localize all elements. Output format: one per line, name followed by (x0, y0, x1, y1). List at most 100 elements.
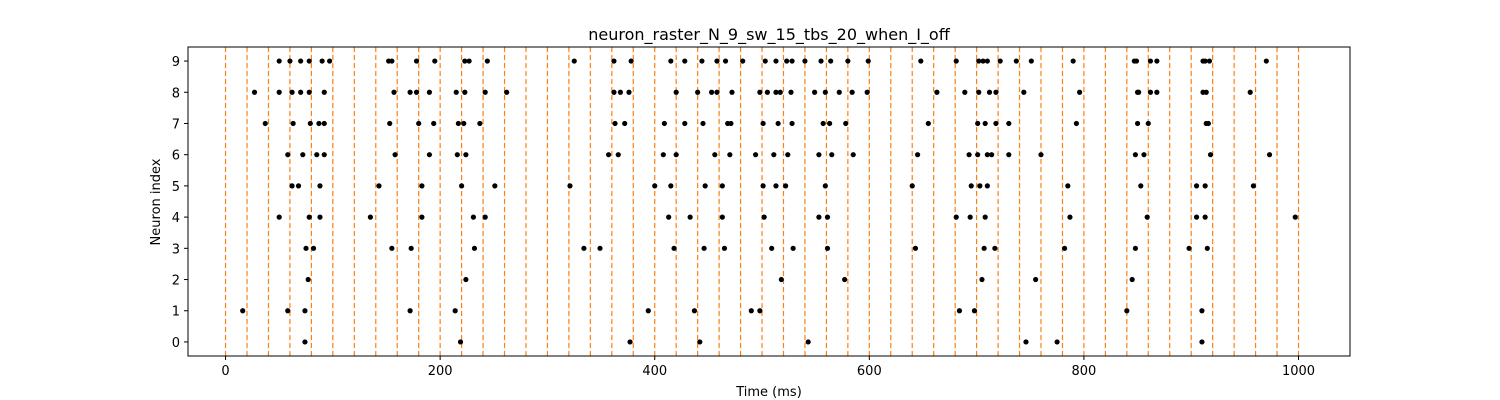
spike-point (302, 308, 308, 314)
spike-point (1038, 152, 1044, 158)
spike-point (300, 152, 306, 158)
spike-point (778, 276, 784, 283)
spike-point (463, 152, 469, 158)
spike-point (671, 245, 677, 251)
spike-point (966, 152, 972, 158)
spike-point (581, 245, 587, 251)
spike-point (682, 120, 688, 127)
spike-point (702, 183, 708, 189)
spike-point (367, 214, 374, 220)
spike-point (453, 89, 459, 95)
y-tick-label: 6 (172, 149, 180, 164)
spike-point (699, 58, 705, 64)
spike-point (389, 58, 395, 64)
spike-point (956, 308, 963, 314)
y-axis-ticks: 0 1 2 3 4 5 6 7 8 9 (172, 55, 188, 351)
spike-point (276, 58, 282, 64)
spike-point (977, 183, 983, 189)
spike-point (785, 152, 791, 158)
spike-point (1136, 89, 1142, 95)
spike-point (1186, 245, 1192, 251)
spike-point (790, 245, 796, 251)
spike-point (612, 120, 618, 127)
x-tick-label: 0 (221, 364, 229, 379)
spike-point (1073, 120, 1079, 127)
spike-point (1193, 214, 1200, 220)
x-tick-label: 200 (428, 364, 453, 379)
spike-point (1077, 89, 1083, 95)
spike-point (728, 120, 734, 127)
y-tick-label: 8 (172, 86, 180, 101)
spike-point (391, 89, 397, 95)
spike-point (645, 308, 651, 314)
spike-point (700, 120, 706, 127)
spike-point (285, 152, 291, 158)
spike-point (661, 120, 667, 127)
spike-point (752, 152, 759, 158)
spike-point (289, 89, 295, 95)
spike-point (1138, 183, 1144, 189)
spike-point (419, 214, 425, 220)
spike-point (407, 89, 413, 95)
spike-point (984, 58, 990, 64)
spike-point (317, 214, 323, 220)
spike-point (982, 120, 988, 127)
y-tick-label: 2 (172, 274, 180, 289)
spike-point (276, 214, 282, 220)
spike-point (818, 58, 824, 64)
spike-point (1028, 58, 1034, 64)
spike-point (617, 89, 623, 95)
spike-point (454, 152, 460, 158)
spike-point (484, 58, 490, 64)
spike-point (980, 58, 986, 64)
spike-point (691, 308, 698, 314)
spike-point (971, 308, 978, 314)
spike-point (462, 58, 468, 64)
spike-point (789, 58, 795, 64)
spike-point (719, 214, 725, 220)
spike-point (457, 339, 464, 345)
spike-point (1134, 120, 1141, 127)
spike-point (426, 152, 433, 158)
spike-point (660, 152, 666, 158)
spike-point (975, 152, 981, 158)
spike-point (298, 58, 304, 64)
spike-point (757, 308, 763, 314)
spike-point (842, 276, 848, 283)
spike-point (708, 89, 715, 95)
spike-point (934, 89, 940, 95)
spike-point (597, 245, 603, 251)
spike-point (1033, 276, 1039, 283)
y-tick-label: 4 (172, 211, 180, 226)
spike-point (1263, 58, 1269, 64)
spike-point (1144, 214, 1150, 220)
spike-point (376, 183, 382, 189)
spike-point (307, 120, 313, 127)
spike-point (1141, 152, 1147, 158)
spike-point (1154, 89, 1160, 95)
chart-title: neuron_raster_N_9_sw_15_tbs_20_when_I_of… (588, 25, 950, 45)
spike-point (849, 89, 855, 95)
spike-point (1266, 152, 1273, 158)
spike-point (306, 58, 312, 64)
spike-point (771, 152, 777, 158)
spike-point (305, 276, 311, 283)
spike-point (784, 58, 790, 64)
spike-point (287, 58, 293, 64)
spike-point (719, 183, 725, 189)
spike-point (687, 214, 693, 220)
spike-point (1124, 308, 1130, 314)
spike-point (419, 183, 425, 189)
spike-point (764, 89, 770, 95)
spike-point (1132, 245, 1139, 251)
spike-point (627, 339, 633, 345)
spike-point (984, 152, 990, 158)
spike-point (975, 120, 981, 127)
spike-point (760, 183, 766, 189)
spike-point (850, 152, 856, 158)
spike-point (820, 120, 826, 127)
spike-point (1021, 89, 1027, 95)
spike-point (262, 120, 268, 127)
spike-point (925, 120, 931, 127)
